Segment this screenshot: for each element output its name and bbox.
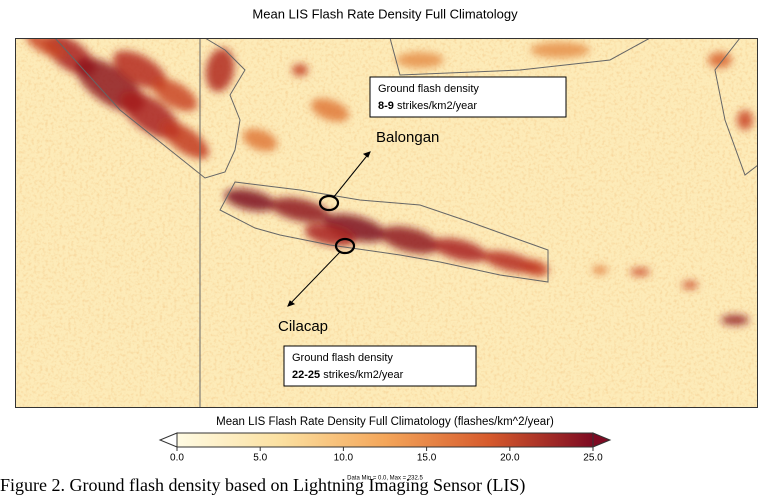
colorbar-tick-label: 20.0 bbox=[500, 453, 520, 464]
value: 22-25 bbox=[292, 369, 320, 381]
heat-blob bbox=[113, 50, 167, 90]
annotation-value: 22-25 strikes/km2/year bbox=[292, 369, 404, 381]
heat-blob bbox=[270, 197, 330, 223]
heat-blob bbox=[737, 110, 753, 130]
colorbar-tick-label: 0.0 bbox=[170, 453, 184, 464]
unit: strikes/km2/year bbox=[397, 100, 477, 112]
value: 8-9 bbox=[378, 100, 394, 112]
markers bbox=[318, 194, 356, 255]
heat-blob bbox=[708, 52, 732, 68]
heat-blob bbox=[152, 78, 198, 112]
colorbar-tick-label: 15.0 bbox=[417, 453, 437, 464]
heat-blob bbox=[242, 128, 278, 152]
colorbar-tick-label: 10.0 bbox=[334, 453, 354, 464]
heat-blob bbox=[630, 268, 650, 276]
heat-blob bbox=[396, 52, 444, 68]
colorbar-tick-label: 25.0 bbox=[583, 453, 603, 464]
heat-blob bbox=[205, 48, 235, 92]
map-title: Mean LIS Flash Rate Density Full Climato… bbox=[252, 6, 518, 21]
heat-blob bbox=[161, 121, 209, 159]
site-label: Balongan bbox=[376, 129, 439, 146]
heat-blob bbox=[380, 226, 440, 254]
annotation-box: Ground flash density 8-9 strikes/km2/yea… bbox=[369, 76, 567, 118]
heat-blob bbox=[721, 315, 749, 325]
data-range-note: Data Min = 0.0, Max = 232.5 bbox=[347, 476, 423, 482]
site-label: Cilacap bbox=[278, 318, 328, 335]
annotation-heading: Ground flash density bbox=[378, 83, 479, 95]
colorbar-tick-label: 5.0 bbox=[253, 453, 267, 464]
annotation-box: Ground flash density 22-25 strikes/km2/y… bbox=[283, 345, 477, 387]
unit: strikes/km2/year bbox=[323, 369, 403, 381]
heat-blob bbox=[224, 188, 276, 212]
heat-blob bbox=[310, 98, 350, 122]
heat-blob bbox=[592, 266, 608, 274]
arrows bbox=[287, 151, 371, 307]
heat-blob bbox=[521, 259, 549, 277]
colorbar-title: Mean LIS Flash Rate Density Full Climato… bbox=[216, 416, 554, 428]
heat-blob bbox=[292, 64, 308, 76]
annotation-value: 8-9 strikes/km2/year bbox=[378, 100, 477, 112]
heat-blob bbox=[432, 238, 488, 262]
heat-blob bbox=[530, 42, 590, 58]
heat-blob bbox=[304, 223, 356, 247]
heat-blob bbox=[682, 281, 698, 289]
colorbar bbox=[158, 432, 612, 448]
caption: Figure 2. Ground flash density based on … bbox=[0, 475, 525, 495]
annotation-heading: Ground flash density bbox=[292, 352, 393, 364]
